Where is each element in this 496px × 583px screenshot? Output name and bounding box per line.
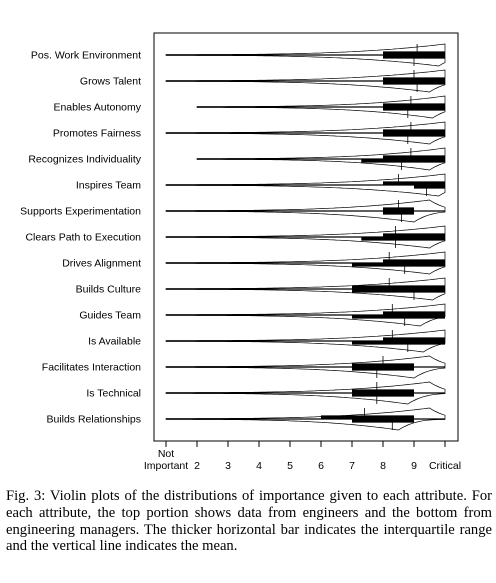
attribute-label: Recognizes Individuality xyxy=(28,154,141,166)
x-tick-label: 6 xyxy=(318,460,324,472)
attribute-label: Drives Alignment xyxy=(62,258,141,270)
violin-row xyxy=(165,381,446,405)
attribute-label: Builds Culture xyxy=(76,284,142,296)
violin-row xyxy=(165,225,446,249)
attribute-label: Clears Path to Execution xyxy=(25,232,141,244)
violin-row xyxy=(165,303,446,327)
violin-row xyxy=(165,199,446,223)
x-tick-label: Not Important xyxy=(144,448,188,472)
violin-row xyxy=(165,69,446,93)
violin-row xyxy=(165,173,446,197)
x-tick-label: 9 xyxy=(411,460,417,472)
violin-row xyxy=(165,121,446,145)
violin-row xyxy=(165,277,446,301)
violin-chart: Pos. Work Environment Grows Talent Enables… xyxy=(20,32,461,472)
attribute-label: Pos. Work Environment xyxy=(31,50,141,62)
violin-row xyxy=(165,43,446,67)
y-axis-labels: Pos. Work Environment Grows Talent Enables… xyxy=(20,50,142,426)
attribute-label: Promotes Fairness xyxy=(53,128,141,140)
attribute-label: Is Technical xyxy=(86,388,141,400)
x-tick-label: 5 xyxy=(287,460,293,472)
violin-row xyxy=(165,329,446,353)
violin-group xyxy=(165,43,446,431)
attribute-label: Facilitates Interaction xyxy=(42,362,141,374)
attribute-label: Guides Team xyxy=(79,310,141,322)
violin-row xyxy=(165,407,446,431)
attribute-label: Is Available xyxy=(88,336,141,348)
x-axis: Not Important 2 3 4 5 6 7 8 9 Critical xyxy=(144,441,461,472)
x-tick-label: 8 xyxy=(380,460,386,472)
violin-row xyxy=(196,95,446,119)
x-tick-label: 3 xyxy=(225,460,231,472)
x-tick-label: 7 xyxy=(349,460,355,472)
violin-row xyxy=(165,251,446,275)
managers-violin-outline xyxy=(165,185,446,197)
attribute-label: Grows Talent xyxy=(80,76,141,88)
x-tick-label: 4 xyxy=(256,460,262,472)
attribute-label: Enables Autonomy xyxy=(53,102,141,114)
violin-row xyxy=(196,147,446,171)
attribute-label: Builds Relationships xyxy=(46,414,141,426)
attribute-label: Supports Experimentation xyxy=(20,206,141,218)
plot-frame xyxy=(153,32,459,442)
x-tick-label: Critical xyxy=(429,460,461,472)
x-tick-label: 2 xyxy=(194,460,200,472)
figure-caption: Fig. 3: Violin plots of the distribution… xyxy=(6,488,492,555)
violin-row xyxy=(165,355,446,379)
attribute-label: Inspires Team xyxy=(76,180,141,192)
